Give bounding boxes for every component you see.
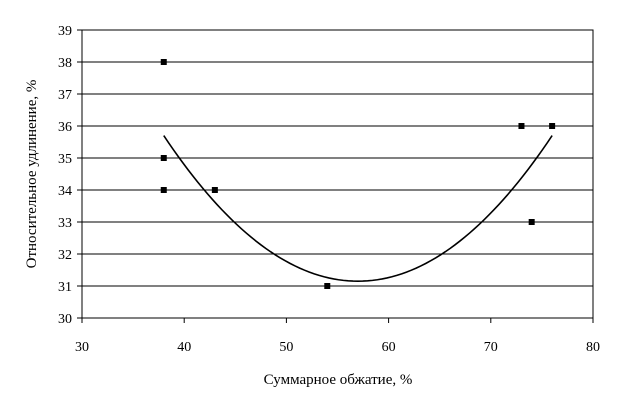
x-tick-label: 60 bbox=[382, 340, 396, 355]
x-tick-label: 70 bbox=[484, 340, 498, 355]
y-tick-label: 30 bbox=[58, 312, 72, 327]
y-tick-label: 39 bbox=[58, 24, 72, 39]
y-tick-label: 37 bbox=[58, 88, 72, 103]
data-point bbox=[160, 187, 167, 193]
y-tick-label: 31 bbox=[58, 280, 72, 295]
data-point bbox=[211, 187, 218, 193]
data-point bbox=[549, 123, 556, 129]
data-point bbox=[528, 219, 535, 225]
y-tick-label: 35 bbox=[58, 152, 72, 167]
x-axis: 30 40 50 60 70 80 bbox=[75, 318, 600, 355]
trend-line bbox=[163, 135, 553, 283]
x-tick-label: 50 bbox=[279, 340, 293, 355]
x-tick-label: 30 bbox=[75, 340, 89, 355]
data-point bbox=[324, 283, 331, 289]
data-point bbox=[160, 59, 167, 65]
x-tick-label: 40 bbox=[177, 340, 191, 355]
plot-area bbox=[81, 29, 594, 319]
x-tick-label: 80 bbox=[586, 340, 600, 355]
y-tick-label: 32 bbox=[58, 248, 72, 263]
scatter-series bbox=[160, 59, 556, 289]
x-axis-title: Суммарное обжатие, % bbox=[264, 372, 413, 388]
y-axis: 30 31 32 33 34 35 36 37 38 39 bbox=[58, 24, 82, 327]
y-axis-title: Относительное удлинение, % bbox=[24, 80, 40, 269]
data-point bbox=[160, 155, 167, 161]
data-point bbox=[518, 123, 525, 129]
y-tick-label: 34 bbox=[58, 184, 72, 199]
grid bbox=[82, 29, 593, 319]
y-tick-label: 36 bbox=[58, 120, 72, 135]
y-tick-label: 38 bbox=[58, 56, 72, 71]
y-tick-label: 33 bbox=[58, 216, 72, 231]
